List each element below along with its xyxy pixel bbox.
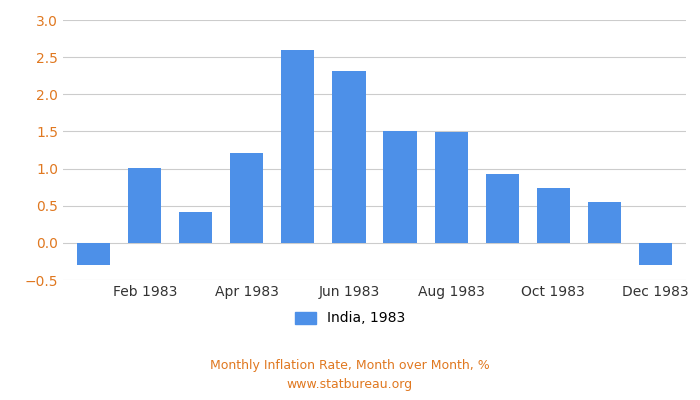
Legend: India, 1983: India, 1983: [289, 306, 411, 331]
Bar: [332, 70, 365, 243]
Bar: [435, 132, 468, 243]
Bar: [230, 153, 263, 243]
Bar: [537, 188, 570, 243]
Bar: [281, 50, 314, 243]
Bar: [486, 174, 519, 243]
Bar: [384, 132, 416, 243]
Text: www.statbureau.org: www.statbureau.org: [287, 378, 413, 391]
Bar: [77, 243, 110, 265]
Bar: [639, 243, 672, 265]
Text: Monthly Inflation Rate, Month over Month, %: Monthly Inflation Rate, Month over Month…: [210, 360, 490, 372]
Bar: [179, 212, 212, 243]
Bar: [588, 202, 621, 243]
Bar: [128, 168, 161, 243]
